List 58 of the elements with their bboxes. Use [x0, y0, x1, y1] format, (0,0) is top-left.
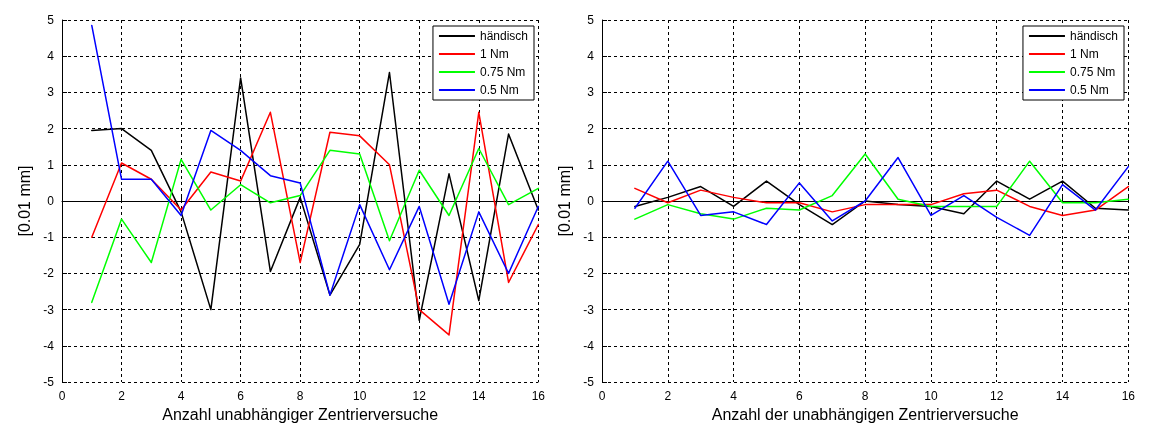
x-tick-label: 0 [598, 389, 606, 403]
y-tick-label: -3 [583, 302, 595, 317]
y-tick-label: 0 [47, 194, 55, 208]
y-tick-label: 1 [47, 157, 55, 172]
y-tick-label: 5 [47, 13, 55, 27]
x-tick-label: 4 [730, 389, 738, 403]
x-tick-label: 8 [861, 389, 869, 403]
x-tick-label: 2 [118, 389, 126, 403]
y-tick-label: -5 [43, 375, 55, 389]
x-tick-label: 12 [990, 389, 1004, 403]
y-tick-label: 4 [47, 49, 55, 64]
x-tick-label: 16 [531, 389, 546, 403]
y-axis-title: [0.01 mm] [15, 165, 33, 237]
y-tick-label: 3 [47, 85, 55, 100]
y-tick-label: -3 [43, 302, 55, 317]
line-series [91, 24, 540, 305]
legend-label: händisch [1069, 29, 1119, 43]
y-tick-label: -4 [583, 338, 595, 353]
line-series [91, 147, 540, 304]
y-tick-label: -1 [583, 230, 595, 245]
x-tick-label: 2 [664, 389, 672, 403]
legend-label: 1 Nm [479, 47, 509, 61]
x-tick-label: 0 [58, 389, 66, 403]
legend-label: 0.75 Nm [479, 65, 526, 79]
y-tick-label: -2 [43, 266, 55, 281]
y-tick-label: -5 [583, 375, 595, 389]
line-series [91, 111, 540, 336]
x-tick-label: 14 [1055, 389, 1070, 403]
y-tick-label: 2 [587, 121, 595, 136]
y-tick-label: 0 [587, 194, 595, 208]
legend-label: 1 Nm [1069, 47, 1099, 61]
y-tick-label: 4 [587, 49, 595, 64]
y-tick-label: -4 [43, 338, 55, 353]
x-tick-label: 14 [472, 389, 486, 403]
line-series [634, 153, 1130, 220]
x-tick-label: 10 [924, 389, 938, 403]
x-tick-label: 6 [796, 389, 804, 403]
x-axis-title: Anzahl der unabhängigen Zentrierversuche [711, 406, 1019, 424]
y-tick-label: 2 [47, 121, 55, 136]
legend-label: 0.5 Nm [1069, 83, 1109, 97]
y-tick-label: 1 [587, 157, 595, 172]
x-tick-label: 12 [412, 389, 427, 403]
x-tick-label: 16 [1121, 389, 1136, 403]
line-series [634, 185, 1130, 217]
x-axis-title: Anzahl unabhängiger Zentrierversuche [162, 406, 439, 424]
x-tick-label: 4 [177, 389, 185, 403]
legend-label: 0.75 Nm [1069, 65, 1116, 79]
legend-label: 0.5 Nm [479, 83, 519, 97]
y-axis-title: [0.01 mm] [555, 165, 573, 237]
x-tick-label: 10 [353, 389, 367, 403]
y-tick-label: -1 [43, 230, 55, 245]
legend-label: händisch [479, 29, 529, 43]
y-tick-label: -2 [583, 266, 595, 281]
y-tick-label: 5 [587, 13, 595, 27]
line-series [634, 156, 1130, 237]
x-tick-label: 6 [237, 389, 245, 403]
y-tick-label: 3 [587, 85, 595, 100]
x-tick-label: 8 [296, 389, 304, 403]
